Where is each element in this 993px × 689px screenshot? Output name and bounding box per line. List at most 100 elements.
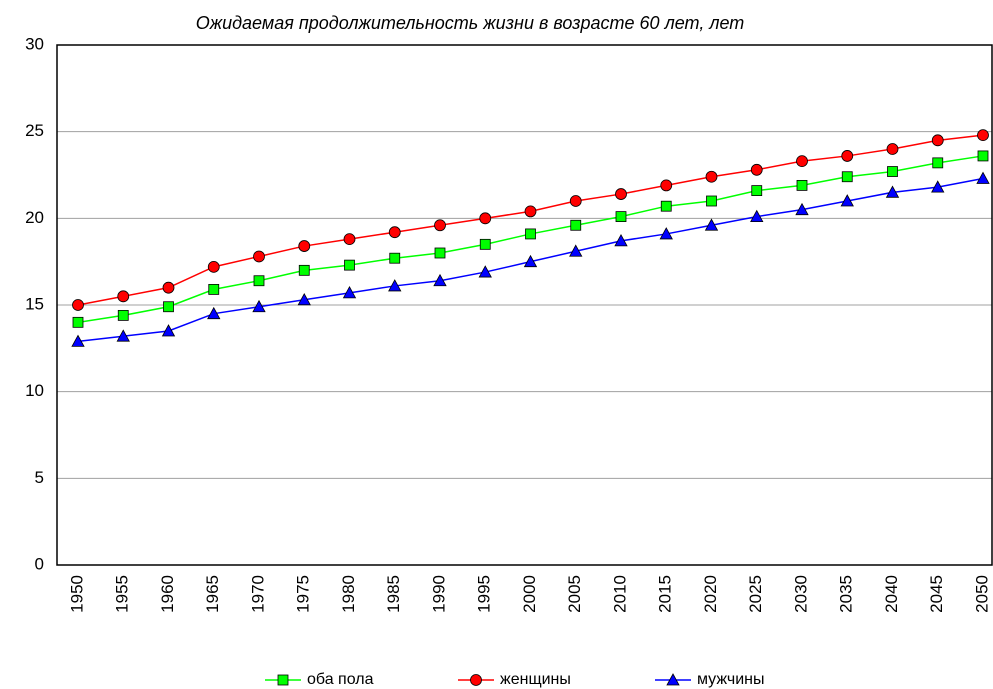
data-point [569, 195, 582, 207]
data-point [433, 273, 447, 287]
x-tick-label: 2010 [610, 575, 629, 613]
data-point [71, 334, 85, 347]
legend-marker [666, 673, 680, 686]
data-point [116, 329, 130, 342]
data-point [298, 264, 310, 276]
data-point [615, 211, 627, 223]
x-tick-label: 2005 [565, 575, 584, 613]
data-point [342, 286, 357, 299]
data-point [977, 150, 989, 162]
data-point [478, 265, 492, 278]
data-point [163, 301, 174, 313]
data-point [524, 205, 537, 218]
x-tick-label: 1990 [429, 575, 448, 613]
data-point [434, 219, 446, 232]
data-point [615, 188, 627, 200]
legend-marker [470, 674, 482, 686]
x-tick-label: 1980 [339, 575, 358, 613]
chart-title: Ожидаемая продолжительность жизни в возр… [196, 13, 745, 33]
x-tick-label: 2025 [746, 575, 765, 613]
data-point [795, 202, 809, 216]
x-tick-label: 1975 [294, 575, 313, 613]
x-tick-label: 1970 [248, 575, 267, 613]
data-point [841, 150, 854, 162]
data-point [252, 299, 266, 313]
y-tick-label: 15 [25, 294, 44, 313]
data-point [388, 279, 402, 292]
x-tick-label: 1950 [67, 575, 86, 613]
y-tick-label: 0 [35, 554, 44, 573]
data-point [72, 316, 84, 328]
data-point [117, 309, 129, 321]
x-tick-label: 2020 [701, 575, 720, 613]
x-tick-label: 2015 [656, 575, 675, 613]
data-point [931, 180, 945, 193]
x-tick-label: 2050 [972, 575, 991, 613]
data-point [796, 179, 808, 191]
data-point [388, 226, 401, 239]
data-point [344, 259, 355, 271]
x-tick-label: 2035 [837, 575, 856, 613]
x-tick-label: 2045 [927, 575, 946, 613]
data-point [660, 200, 672, 212]
data-point [343, 233, 356, 246]
legend-label: женщины [500, 671, 571, 688]
data-point [750, 163, 763, 176]
legend-label: оба пола [307, 671, 374, 688]
data-point [253, 275, 265, 287]
data-point [706, 195, 717, 207]
data-point [117, 290, 130, 303]
data-point [840, 194, 854, 207]
x-tick-label: 1960 [158, 575, 177, 613]
data-point [932, 157, 944, 169]
data-point [253, 250, 265, 263]
y-tick-label: 10 [25, 381, 44, 400]
x-tick-label: 1965 [203, 575, 222, 613]
data-point [72, 299, 84, 311]
data-point [207, 306, 221, 320]
data-point [569, 244, 583, 257]
data-point [704, 218, 719, 231]
data-point [479, 238, 491, 250]
data-point [885, 185, 900, 198]
y-tick-label: 5 [35, 468, 44, 487]
data-point [659, 227, 673, 240]
y-tick-label: 20 [25, 208, 44, 227]
data-point [298, 240, 311, 252]
data-point [750, 209, 764, 223]
data-point [751, 185, 763, 197]
data-point [976, 171, 990, 184]
legend-label: мужчины [697, 671, 765, 688]
data-point [525, 228, 536, 240]
data-point [660, 179, 673, 192]
data-point [207, 260, 220, 273]
data-point [297, 292, 311, 306]
data-point [479, 212, 492, 225]
y-tick-label: 30 [25, 34, 44, 53]
data-point [841, 171, 853, 183]
x-tick-label: 2000 [520, 575, 539, 613]
x-tick-label: 1985 [384, 575, 403, 613]
x-tick-label: 2030 [791, 575, 810, 613]
data-point [389, 252, 401, 264]
data-point [977, 129, 989, 142]
data-point [161, 324, 176, 337]
data-point [887, 166, 898, 177]
x-tick-label: 2040 [882, 575, 901, 613]
data-point [705, 170, 718, 183]
data-point [796, 155, 808, 168]
plot-border [56, 44, 993, 566]
data-point [931, 134, 944, 147]
data-point [886, 143, 899, 155]
x-tick-label: 1995 [475, 575, 494, 613]
data-point [208, 283, 220, 295]
data-point [523, 254, 538, 268]
data-point [614, 234, 628, 247]
data-point [434, 247, 446, 259]
legend-marker [277, 674, 289, 686]
data-point [162, 281, 175, 294]
y-tick-label: 25 [25, 121, 44, 140]
data-point [570, 219, 582, 231]
x-tick-label: 1955 [113, 575, 132, 613]
